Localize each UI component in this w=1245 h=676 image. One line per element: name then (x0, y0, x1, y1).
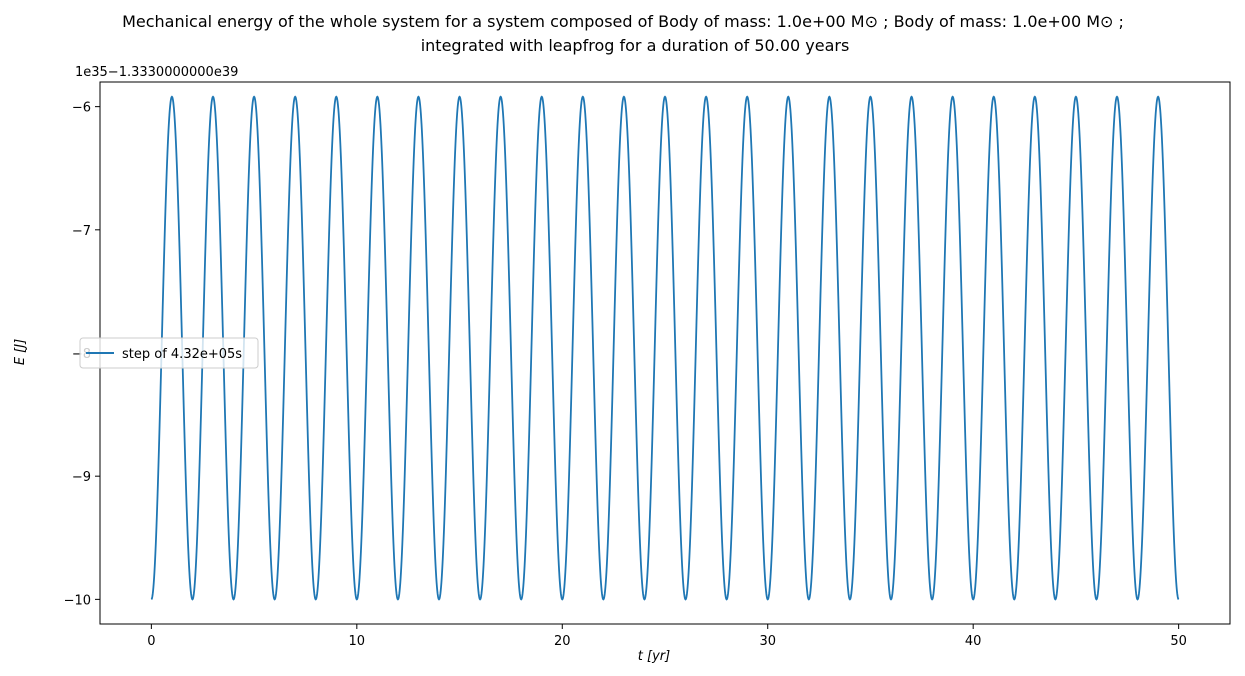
y-axis-label: E [J] (13, 339, 28, 365)
x-tick-label: 50 (1170, 634, 1187, 649)
chart-title-line-2: integrated with leapfrog for a duration … (421, 36, 850, 55)
legend-label: step of 4.32e+05s (122, 347, 242, 362)
y-tick-label: −6 (72, 101, 91, 116)
x-tick-label: 20 (554, 634, 571, 649)
x-tick-label: 0 (147, 634, 155, 649)
series-layer (150, 95, 1180, 601)
x-axis-label: t [yr] (638, 649, 670, 664)
y-tick-label: −7 (72, 224, 91, 239)
x-tick-label: 40 (965, 634, 982, 649)
chart-title-line-1: Mechanical energy of the whole system fo… (122, 12, 1124, 31)
series-line (150, 95, 1180, 601)
x-tick-label: 30 (759, 634, 776, 649)
y-axis-offset-text: 1e35−1.3330000000e39 (75, 65, 238, 80)
x-axis-ticks: 0 10 20 30 40 50 (147, 624, 1187, 649)
y-tick-label: −9 (72, 470, 91, 485)
legend-box (79, 337, 259, 369)
plot-area (99, 81, 1231, 625)
x-tick-label: 10 (349, 634, 366, 649)
legend: step of 4.32e+05s (79, 337, 259, 369)
y-tick-label: −10 (64, 593, 91, 608)
